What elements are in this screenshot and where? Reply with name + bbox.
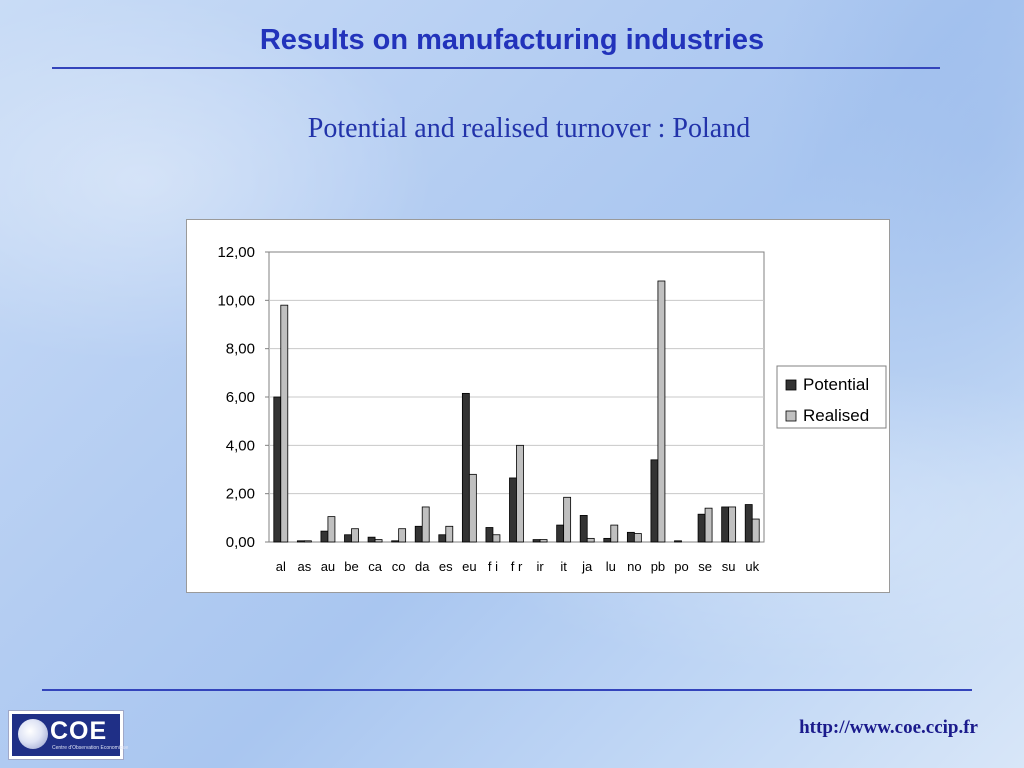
logo-panel: COE Centre d'Observation Economique: [12, 714, 128, 756]
bar-realised-fr: [516, 444, 524, 543]
legend-swatch-realised: [785, 410, 797, 422]
bar-realised-pb: [657, 280, 666, 543]
x-tick-label: f r: [511, 559, 523, 574]
bar-potential-pb: [650, 459, 659, 543]
bar-realised-as: [303, 540, 312, 543]
x-tick-label: ca: [368, 559, 383, 574]
bar-realised-lu: [610, 524, 619, 543]
x-tick-label: ja: [581, 559, 593, 574]
bar-potential-no: [626, 531, 635, 543]
bar-potential-lu: [603, 537, 612, 543]
bar-potential-co: [391, 540, 400, 543]
x-tick-label: uk: [745, 559, 759, 574]
globe-icon: [18, 719, 48, 749]
x-tick-label: es: [439, 559, 453, 574]
title-divider: [52, 67, 940, 69]
bar-potential-es: [438, 534, 447, 543]
bar-realised-uk: [751, 518, 760, 543]
footer-divider: [42, 689, 972, 691]
bar-chart: 0,00 2,00 4,00 6,00 8,00 10,00 12,00 al as au be ca…: [217, 244, 887, 574]
bar-potential-fi: [485, 527, 494, 543]
x-tick-label: al: [276, 559, 286, 574]
bar-potential-it: [556, 524, 565, 543]
x-tick-label: ir: [536, 559, 544, 574]
bar-potential-su: [721, 506, 730, 543]
bar-realised-au: [327, 516, 336, 543]
legend-label-potential: Potential: [803, 375, 869, 394]
y-tick-label: 0,00: [226, 534, 255, 551]
bar-realised-da: [421, 506, 430, 543]
x-tick-label: co: [392, 559, 406, 574]
x-tick-label: au: [321, 559, 335, 574]
legend-swatch-potential: [785, 379, 797, 391]
bar-potential-fr: [509, 477, 517, 543]
bar-potential-uk: [744, 504, 753, 543]
x-tick-label: it: [560, 559, 567, 574]
x-tick-label: pb: [651, 559, 665, 574]
bar-potential-se: [697, 513, 706, 543]
bar-realised-ca: [374, 539, 383, 543]
x-tick-label: po: [674, 559, 688, 574]
bar-realised-es: [445, 525, 454, 543]
legend-label-realised: Realised: [803, 406, 869, 425]
coe-logo: COE Centre d'Observation Economique: [8, 710, 128, 760]
logo-text: COE: [50, 717, 108, 745]
y-tick-label: 12,00: [217, 244, 255, 261]
x-tick-label: no: [627, 559, 641, 574]
x-tick-label: se: [698, 559, 712, 574]
bar-realised-su: [728, 506, 737, 543]
slide-title: Results on manufacturing industries: [259, 24, 765, 56]
bar-potential-be: [344, 534, 352, 543]
y-tick-label: 6,00: [226, 389, 255, 406]
y-tick-label: 10,00: [217, 292, 255, 309]
x-tick-label: f i: [488, 559, 498, 574]
bar-realised-be: [351, 528, 359, 543]
bar-realised-fi: [492, 534, 501, 543]
y-tick-label: 4,00: [226, 437, 255, 454]
bar-realised-eu: [468, 473, 477, 543]
bar-potential-eu: [461, 392, 470, 543]
chart-container: 0,00 2,00 4,00 6,00 8,00 10,00 12,00 al as au be ca…: [186, 219, 890, 593]
x-tick-label: eu: [462, 559, 476, 574]
bar-potential-as: [296, 540, 305, 543]
x-tick-label: su: [722, 559, 736, 574]
y-tick-label: 8,00: [226, 341, 255, 358]
footer-url-link[interactable]: http://www.coe.ccip.fr: [799, 717, 978, 738]
x-tick-label: as: [297, 559, 311, 574]
bar-realised-it: [563, 496, 572, 543]
bar-realised-ir: [539, 539, 548, 543]
x-tick-label: da: [415, 559, 430, 574]
bar-potential-po: [674, 540, 682, 543]
bar-potential-al: [273, 396, 282, 543]
bar-potential-ir: [532, 539, 541, 543]
bar-realised-co: [398, 528, 407, 543]
bar-potential-da: [414, 525, 423, 543]
x-tick-label: be: [344, 559, 358, 574]
logo-subtext: Centre d'Observation Economique: [52, 745, 129, 751]
bar-potential-ja: [579, 515, 588, 543]
x-tick-label: lu: [606, 559, 616, 574]
chart-title: Potential and realised turnover : Poland: [307, 113, 751, 144]
bar-realised-ja: [586, 537, 595, 543]
bar-realised-no: [633, 533, 642, 543]
bar-potential-au: [320, 530, 329, 543]
bar-realised-al: [280, 304, 289, 543]
y-tick-label: 2,00: [226, 486, 255, 503]
bar-realised-se: [704, 507, 713, 543]
bar-potential-ca: [367, 536, 376, 543]
